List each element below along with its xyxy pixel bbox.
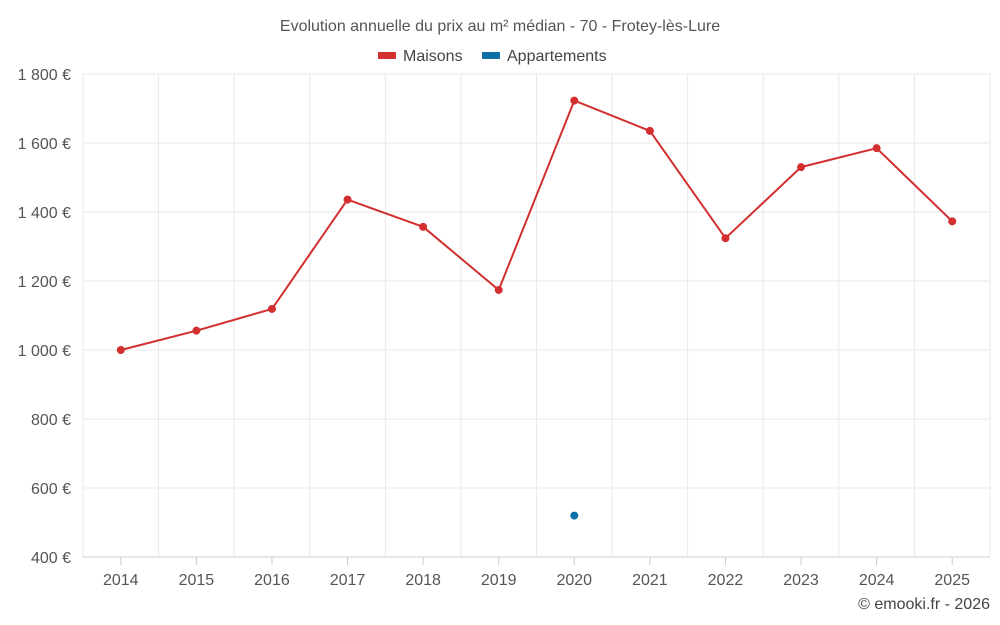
x-tick-label: 2022 — [708, 572, 744, 589]
legend-label-maisons[interactable]: Maisons — [403, 48, 463, 65]
data-point-maisons[interactable] — [494, 285, 503, 294]
credit-text: © emooki.fr - 2026 — [858, 596, 990, 613]
x-tick-label: 2017 — [330, 572, 366, 589]
y-tick-label: 600 € — [31, 481, 71, 498]
data-point-maisons[interactable] — [343, 195, 352, 204]
y-tick-label: 1 400 € — [18, 205, 71, 222]
x-tick-label: 2018 — [405, 572, 441, 589]
y-tick-label: 400 € — [31, 550, 71, 567]
x-tick-label: 2023 — [783, 572, 819, 589]
data-point-maisons[interactable] — [419, 222, 428, 231]
x-tick-label: 2015 — [179, 572, 215, 589]
data-point-maisons[interactable] — [116, 346, 125, 354]
x-tick-label: 2014 — [103, 572, 139, 589]
data-point-maisons[interactable] — [797, 163, 806, 172]
y-tick-label: 1 200 € — [18, 274, 71, 291]
legend-label-appartements[interactable]: Appartements — [507, 48, 607, 65]
data-point-maisons[interactable] — [645, 126, 654, 135]
legend-swatch-maisons[interactable] — [378, 52, 396, 59]
series-line-maisons — [120, 99, 953, 351]
x-tick-label: 2016 — [254, 572, 290, 589]
y-tick-label: 800 € — [31, 412, 71, 429]
data-point-maisons[interactable] — [948, 217, 957, 226]
x-tick-label: 2019 — [481, 572, 517, 589]
data-point-maisons[interactable] — [721, 234, 730, 243]
y-tick-label: 1 800 € — [18, 67, 71, 84]
series-layer — [116, 96, 957, 520]
y-tick-label: 1 600 € — [18, 136, 71, 153]
x-tick-label: 2024 — [859, 572, 895, 589]
data-point-maisons[interactable] — [267, 304, 276, 313]
x-gridlines — [82, 74, 991, 557]
data-point-maisons[interactable] — [570, 96, 579, 105]
y-axis-ticks: 400 € 600 € 800 € 1 000 € 1 200 € 1 400 € 1 60… — [18, 67, 71, 567]
legend: Maisons Appartements — [378, 48, 607, 65]
data-point-maisons[interactable] — [192, 326, 201, 335]
data-point-appartements[interactable] — [570, 511, 579, 520]
legend-swatch-appartements[interactable] — [482, 52, 500, 59]
chart-title: Evolution annuelle du prix au m² médian … — [280, 18, 720, 35]
x-tick-label: 2020 — [556, 572, 592, 589]
data-point-maisons[interactable] — [872, 144, 881, 153]
x-tick-label: 2025 — [934, 572, 970, 589]
y-tick-label: 1 000 € — [18, 343, 71, 360]
x-axis-ticks: 2014 2015 2016 2017 2018 2019 2020 2021 2022 2023… — [103, 557, 970, 589]
x-tick-label: 2021 — [632, 572, 668, 589]
